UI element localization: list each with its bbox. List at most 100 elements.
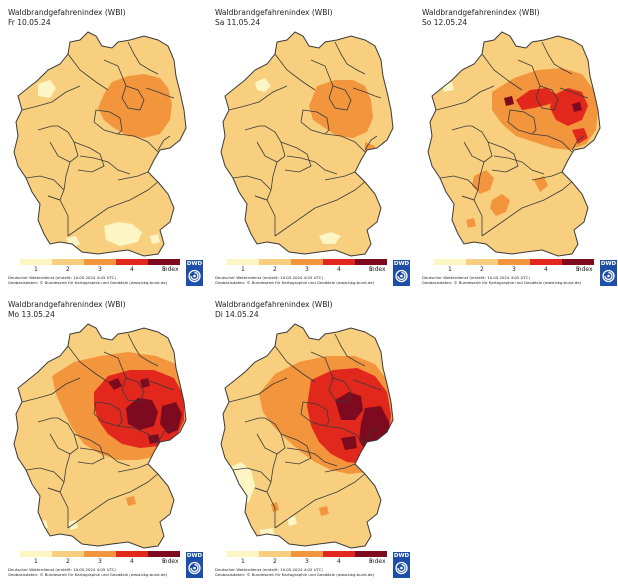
germany-map — [13, 31, 187, 257]
country-border — [220, 323, 394, 549]
state-border — [463, 125, 493, 163]
footer: Deutscher Wetterdienst (erstellt: 10.05.… — [215, 275, 374, 285]
danger-area-class-5 — [341, 436, 357, 450]
legend-bar — [20, 551, 180, 557]
footer-line-2: Geobasisdaten: © Bundesamt für Kartograp… — [8, 280, 168, 285]
footer-line-1: Deutscher Wetterdienst (erstellt: 10.05.… — [8, 567, 116, 572]
state-border — [364, 427, 378, 443]
legend-label-2: 2 — [273, 266, 277, 273]
country-border — [220, 31, 394, 257]
logo-text: DWD — [600, 261, 617, 267]
state-border — [324, 171, 356, 181]
legend-swatch-2 — [466, 259, 498, 265]
legend-swatch-5 — [562, 259, 594, 265]
state-border — [451, 125, 472, 131]
map-panel-sa: Waldbrandgefahrenindex (WBI) Sa 11.05.24… — [215, 8, 411, 288]
legend-swatch-2 — [259, 259, 291, 265]
danger-areas — [21, 41, 175, 248]
danger-area-class-3 — [472, 170, 494, 194]
dwd-logo: DWD — [393, 260, 410, 286]
state-border — [256, 125, 286, 163]
state-border — [117, 171, 149, 181]
state-border — [531, 133, 573, 153]
panel-title: Waldbrandgefahrenindex (WBI) — [8, 300, 126, 309]
panel-date: Fr 10.05.24 — [8, 18, 51, 27]
state-border — [79, 447, 131, 467]
state-border — [67, 345, 109, 383]
legend-label-2: 2 — [273, 558, 277, 565]
danger-area-class-1 — [150, 234, 160, 244]
state-border — [274, 53, 316, 91]
legend-swatch-3 — [291, 259, 323, 265]
state-border — [461, 195, 483, 236]
state-border — [157, 427, 171, 443]
legend-swatch-1 — [20, 259, 52, 265]
legend-label-2: 2 — [66, 558, 70, 565]
danger-area-class-1 — [255, 78, 271, 92]
state-border — [37, 125, 58, 131]
state-border — [49, 125, 79, 163]
dwd-swirl-icon — [188, 269, 201, 283]
legend-swatch-5 — [148, 259, 180, 265]
state-border — [324, 133, 366, 153]
legend-swatch-4 — [116, 259, 148, 265]
state-border — [481, 53, 523, 91]
legend-swatch-1 — [227, 551, 259, 557]
danger-area-class-1 — [38, 80, 56, 98]
state-border — [274, 471, 368, 529]
state-border — [274, 179, 368, 237]
germany-map — [427, 31, 601, 257]
state-border — [67, 53, 109, 91]
legend-bar — [20, 259, 180, 265]
danger-area-class-4 — [516, 88, 556, 110]
state-border — [157, 135, 171, 151]
legend-label-2: 2 — [480, 266, 484, 273]
state-border — [103, 59, 127, 87]
legend-swatch-2 — [259, 551, 291, 557]
legend-bar — [227, 259, 387, 265]
footer-line-2: Geobasisdaten: © Bundesamt für Kartograp… — [8, 572, 168, 577]
state-border — [477, 161, 485, 191]
footer-line-2: Geobasisdaten: © Bundesamt für Kartograp… — [215, 572, 375, 577]
state-border — [79, 155, 131, 175]
state-border — [67, 179, 161, 237]
dwd-logo: DWD — [186, 552, 203, 578]
legend-unit: Index — [162, 558, 179, 565]
panel-date: So 12.05.24 — [422, 18, 468, 27]
legend-labels: 1 2 3 4 5 Index — [20, 266, 188, 274]
state-border — [93, 401, 123, 427]
state-border — [328, 85, 352, 111]
legend-label-3: 3 — [512, 266, 516, 273]
dwd-logo: DWD — [393, 552, 410, 578]
state-border — [121, 377, 145, 403]
legend-label-1: 1 — [241, 266, 245, 273]
state-border — [254, 487, 276, 528]
legend-label-5: 5 — [576, 266, 580, 273]
logo-text: DWD — [186, 553, 203, 559]
state-border — [517, 59, 541, 87]
state-border — [541, 41, 573, 75]
legend-label-3: 3 — [98, 266, 102, 273]
state-border — [228, 85, 288, 111]
state-border — [127, 41, 159, 75]
state-border — [310, 351, 334, 379]
dwd-logo: DWD — [186, 260, 203, 286]
legend-label-2: 2 — [66, 266, 70, 273]
footer-line-1: Deutscher Wetterdienst (erstellt: 10.05.… — [215, 567, 323, 572]
panel-title: Waldbrandgefahrenindex (WBI) — [8, 8, 126, 17]
country-fill — [14, 32, 186, 256]
panel-title: Waldbrandgefahrenindex (WBI) — [215, 300, 333, 309]
state-border — [364, 135, 378, 151]
state-border — [93, 109, 123, 135]
danger-area-class-3 — [319, 506, 329, 516]
footer-line-1: Deutscher Wetterdienst (erstellt: 10.05.… — [422, 275, 530, 280]
legend-swatch-1 — [20, 551, 52, 557]
state-border — [145, 379, 175, 391]
legend-swatch-1 — [227, 259, 259, 265]
legend-labels: 1 2 3 4 5 Index — [434, 266, 602, 274]
legend-label-3: 3 — [98, 558, 102, 565]
danger-areas — [435, 41, 598, 237]
state-border — [310, 59, 334, 87]
footer: Deutscher Wetterdienst (erstellt: 10.05.… — [8, 567, 167, 577]
danger-area-class-3 — [490, 194, 510, 216]
